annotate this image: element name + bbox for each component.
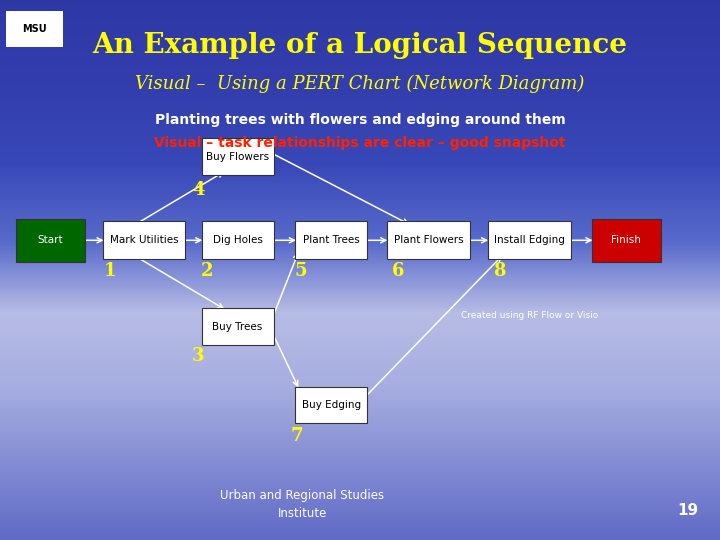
FancyBboxPatch shape xyxy=(17,219,85,262)
FancyBboxPatch shape xyxy=(103,221,186,259)
Text: Finish: Finish xyxy=(611,235,642,245)
Text: MSU: MSU xyxy=(22,24,47,34)
Text: Visual –  Using a PERT Chart (Network Diagram): Visual – Using a PERT Chart (Network Dia… xyxy=(135,75,585,93)
Text: Dig Holes: Dig Holes xyxy=(212,235,263,245)
Text: 6: 6 xyxy=(392,262,405,280)
FancyBboxPatch shape xyxy=(202,138,274,175)
Text: 5: 5 xyxy=(294,262,307,280)
FancyBboxPatch shape xyxy=(295,221,367,259)
FancyBboxPatch shape xyxy=(593,219,661,262)
Text: Buy Trees: Buy Trees xyxy=(212,322,263,332)
FancyBboxPatch shape xyxy=(295,387,367,423)
Text: Start: Start xyxy=(37,235,63,245)
Text: 4: 4 xyxy=(192,181,204,199)
Text: 7: 7 xyxy=(290,427,303,446)
FancyBboxPatch shape xyxy=(6,11,63,47)
Text: Plant Trees: Plant Trees xyxy=(303,235,359,245)
Text: An Example of a Logical Sequence: An Example of a Logical Sequence xyxy=(92,32,628,59)
FancyBboxPatch shape xyxy=(202,308,274,345)
Text: 3: 3 xyxy=(192,347,204,366)
Text: Planting trees with flowers and edging around them: Planting trees with flowers and edging a… xyxy=(155,113,565,127)
Text: 2: 2 xyxy=(201,262,214,280)
Text: Install Edging: Install Edging xyxy=(494,235,564,245)
Text: 8: 8 xyxy=(492,262,505,280)
FancyBboxPatch shape xyxy=(387,221,469,259)
Text: Mark Utilities: Mark Utilities xyxy=(109,235,179,245)
Text: Visual – task relationships are clear – good snapshot: Visual – task relationships are clear – … xyxy=(154,136,566,150)
Text: Plant Flowers: Plant Flowers xyxy=(394,235,463,245)
Text: 1: 1 xyxy=(104,262,117,280)
FancyBboxPatch shape xyxy=(488,221,571,259)
Text: Urban and Regional Studies
Institute: Urban and Regional Studies Institute xyxy=(220,489,384,521)
Text: Buy Edging: Buy Edging xyxy=(302,400,361,410)
Text: Created using RF Flow or Visio: Created using RF Flow or Visio xyxy=(461,312,598,320)
FancyBboxPatch shape xyxy=(202,221,274,259)
Text: 19: 19 xyxy=(677,503,698,518)
Text: Buy Flowers: Buy Flowers xyxy=(206,152,269,161)
